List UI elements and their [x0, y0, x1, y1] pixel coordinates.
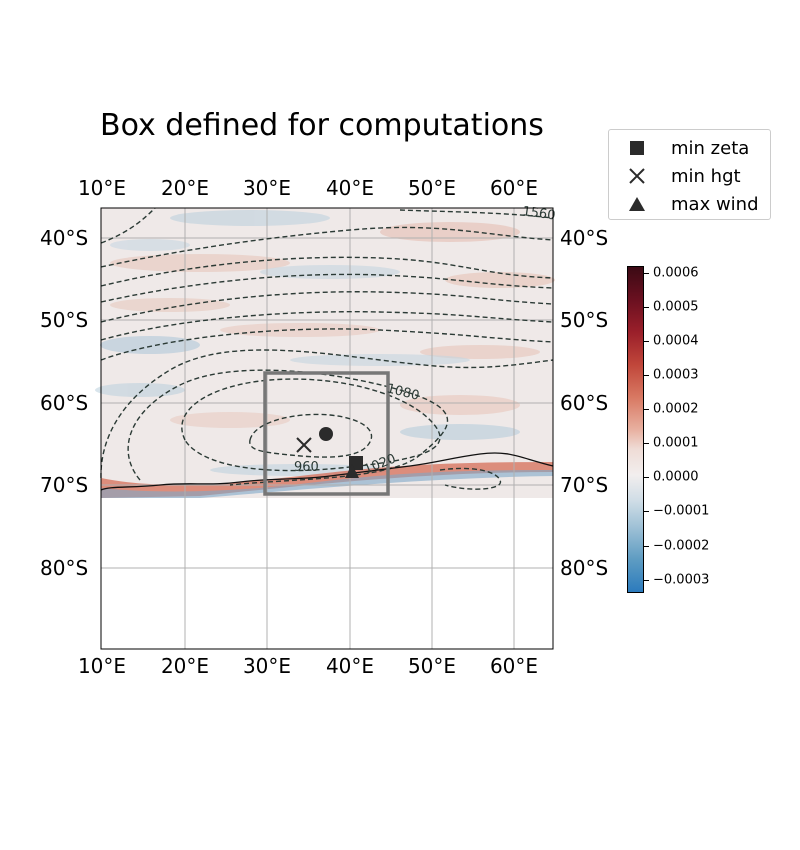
colorbar-label: 0.0002 [653, 401, 699, 417]
lat-tick-left: 70°S [40, 473, 89, 497]
lon-tick-top: 30°E [242, 176, 292, 200]
lat-tick-right: 70°S [560, 473, 609, 497]
lon-tick-bottom: 60°E [489, 654, 539, 678]
lon-tick-bottom: 50°E [407, 654, 457, 678]
coastal-strong-vorticity-band [101, 462, 553, 498]
colorbar-label: −0.0001 [653, 503, 710, 519]
contour-label-1560: 1560 [521, 204, 556, 223]
coastal-negative-band [101, 470, 553, 498]
lat-tick-right: 60°S [560, 391, 609, 415]
colorbar-tick [644, 307, 649, 308]
lon-tick-top: 40°E [325, 176, 375, 200]
legend-label-min-zeta: min zeta [671, 138, 750, 159]
colorbar-label: 0.0003 [653, 367, 699, 383]
colorbar-label: 0.0005 [653, 299, 699, 315]
colorbar-tick [644, 443, 649, 444]
legend-item-min-zeta: min zeta [609, 134, 770, 162]
lon-tick-top: 50°E [407, 176, 457, 200]
colorbar-label: −0.0003 [653, 572, 710, 588]
colorbar-tick [644, 409, 649, 410]
lat-tick-left: 40°S [40, 226, 89, 250]
colorbar-tick [644, 511, 649, 512]
legend-label-min-hgt: min hgt [671, 166, 741, 187]
colorbar-label: 0.0006 [653, 265, 699, 281]
geopotential-contours [100, 207, 554, 490]
max-wind-marker [345, 464, 359, 478]
colorbar-tick [644, 580, 649, 581]
center-marker [319, 427, 333, 441]
legend: min zeta min hgt max wind [608, 129, 771, 220]
legend-item-min-hgt: min hgt [609, 162, 770, 190]
min-hgt-marker [296, 437, 312, 453]
lon-tick-top: 10°E [77, 176, 127, 200]
colorbar-tick [644, 546, 649, 547]
lat-tick-right: 80°S [560, 556, 609, 580]
colorbar-label: 0.0004 [653, 333, 699, 349]
lon-tick-bottom: 10°E [77, 654, 127, 678]
lat-tick-left: 50°S [40, 308, 89, 332]
square-marker-icon [630, 141, 644, 155]
lat-tick-left: 80°S [40, 556, 89, 580]
coastline [100, 452, 554, 491]
lat-tick-right: 50°S [560, 308, 609, 332]
map-title: Box defined for computations [100, 108, 544, 143]
colorbar-tick [644, 477, 649, 478]
lon-tick-bottom: 30°E [242, 654, 292, 678]
colorbar-tick [644, 273, 649, 274]
lat-tick-left: 60°S [40, 391, 89, 415]
lon-tick-bottom: 20°E [160, 654, 210, 678]
colorbar-label: 0.0001 [653, 435, 699, 451]
legend-item-max-wind: max wind [609, 190, 770, 218]
lon-tick-bottom: 40°E [325, 654, 375, 678]
colorbar-label: −0.0002 [653, 538, 710, 554]
lon-tick-top: 60°E [489, 176, 539, 200]
map-frame [100, 207, 554, 650]
triangle-marker-icon [629, 197, 645, 211]
contour-label-960: 960 [294, 460, 319, 475]
colorbar [627, 266, 644, 593]
lon-tick-top: 20°E [160, 176, 210, 200]
legend-label-max-wind: max wind [671, 194, 759, 215]
gridlines-lower [101, 498, 553, 649]
no-data-region [101, 498, 553, 649]
lat-tick-right: 40°S [560, 226, 609, 250]
colorbar-tick [644, 375, 649, 376]
colorbar-tick [644, 341, 649, 342]
colorbar-label: 0.0000 [653, 469, 699, 485]
computation-box [263, 371, 390, 496]
x-marker-icon [629, 168, 645, 184]
